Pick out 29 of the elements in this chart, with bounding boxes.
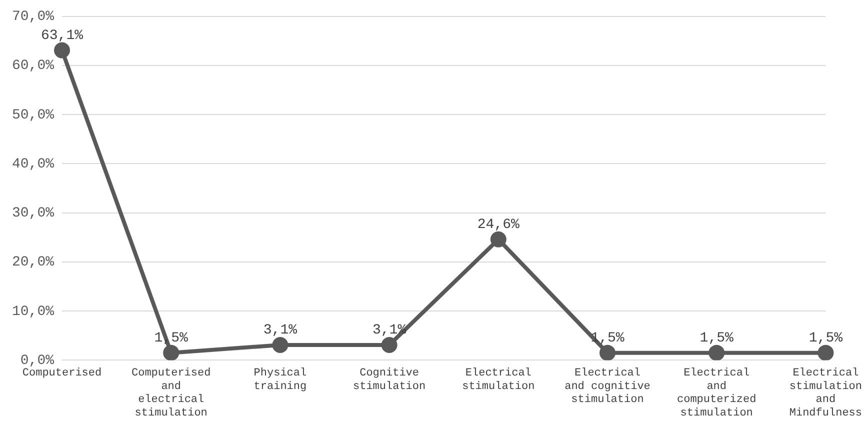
x-tick-label: Physical training [254,368,307,393]
data-label: 1,5% [808,330,844,347]
x-tick-label: Computerised [22,368,102,380]
data-label: 24,6% [477,217,520,234]
x-tick-label: Cognitive stimulation [352,368,426,393]
point [381,336,398,353]
data-label: 63,1% [41,28,84,44]
point [599,344,616,360]
x-tick-label: Electrical stimulation [462,368,535,393]
y-tick-label: 0,0% [20,352,55,369]
y-tick-label: 70,0% [12,9,55,26]
x-tick-label: Computerised and electrical stimulation [131,368,211,420]
y-tick-label: 10,0% [12,304,55,320]
point [490,231,506,248]
y-tick-label: 60,0% [12,58,55,74]
point [708,344,725,360]
y-tick-label: 40,0% [12,156,55,172]
y-tick-label: 30,0% [12,206,55,222]
y-tick-label: 50,0% [12,107,55,124]
point [54,42,70,58]
point [818,344,834,360]
data-label: 1,5% [700,330,734,347]
y-tick-label: 20,0% [12,254,55,271]
x-tick-label: Electrical and cognitive stimulation [564,368,650,406]
point [163,344,180,360]
point [272,336,288,353]
data-label: 3,1% [263,322,298,339]
x-tick-label: Electrical and computerized stimulation [676,368,756,420]
x-tick-label: Electrical stimulation and Mindfulness [789,368,862,420]
